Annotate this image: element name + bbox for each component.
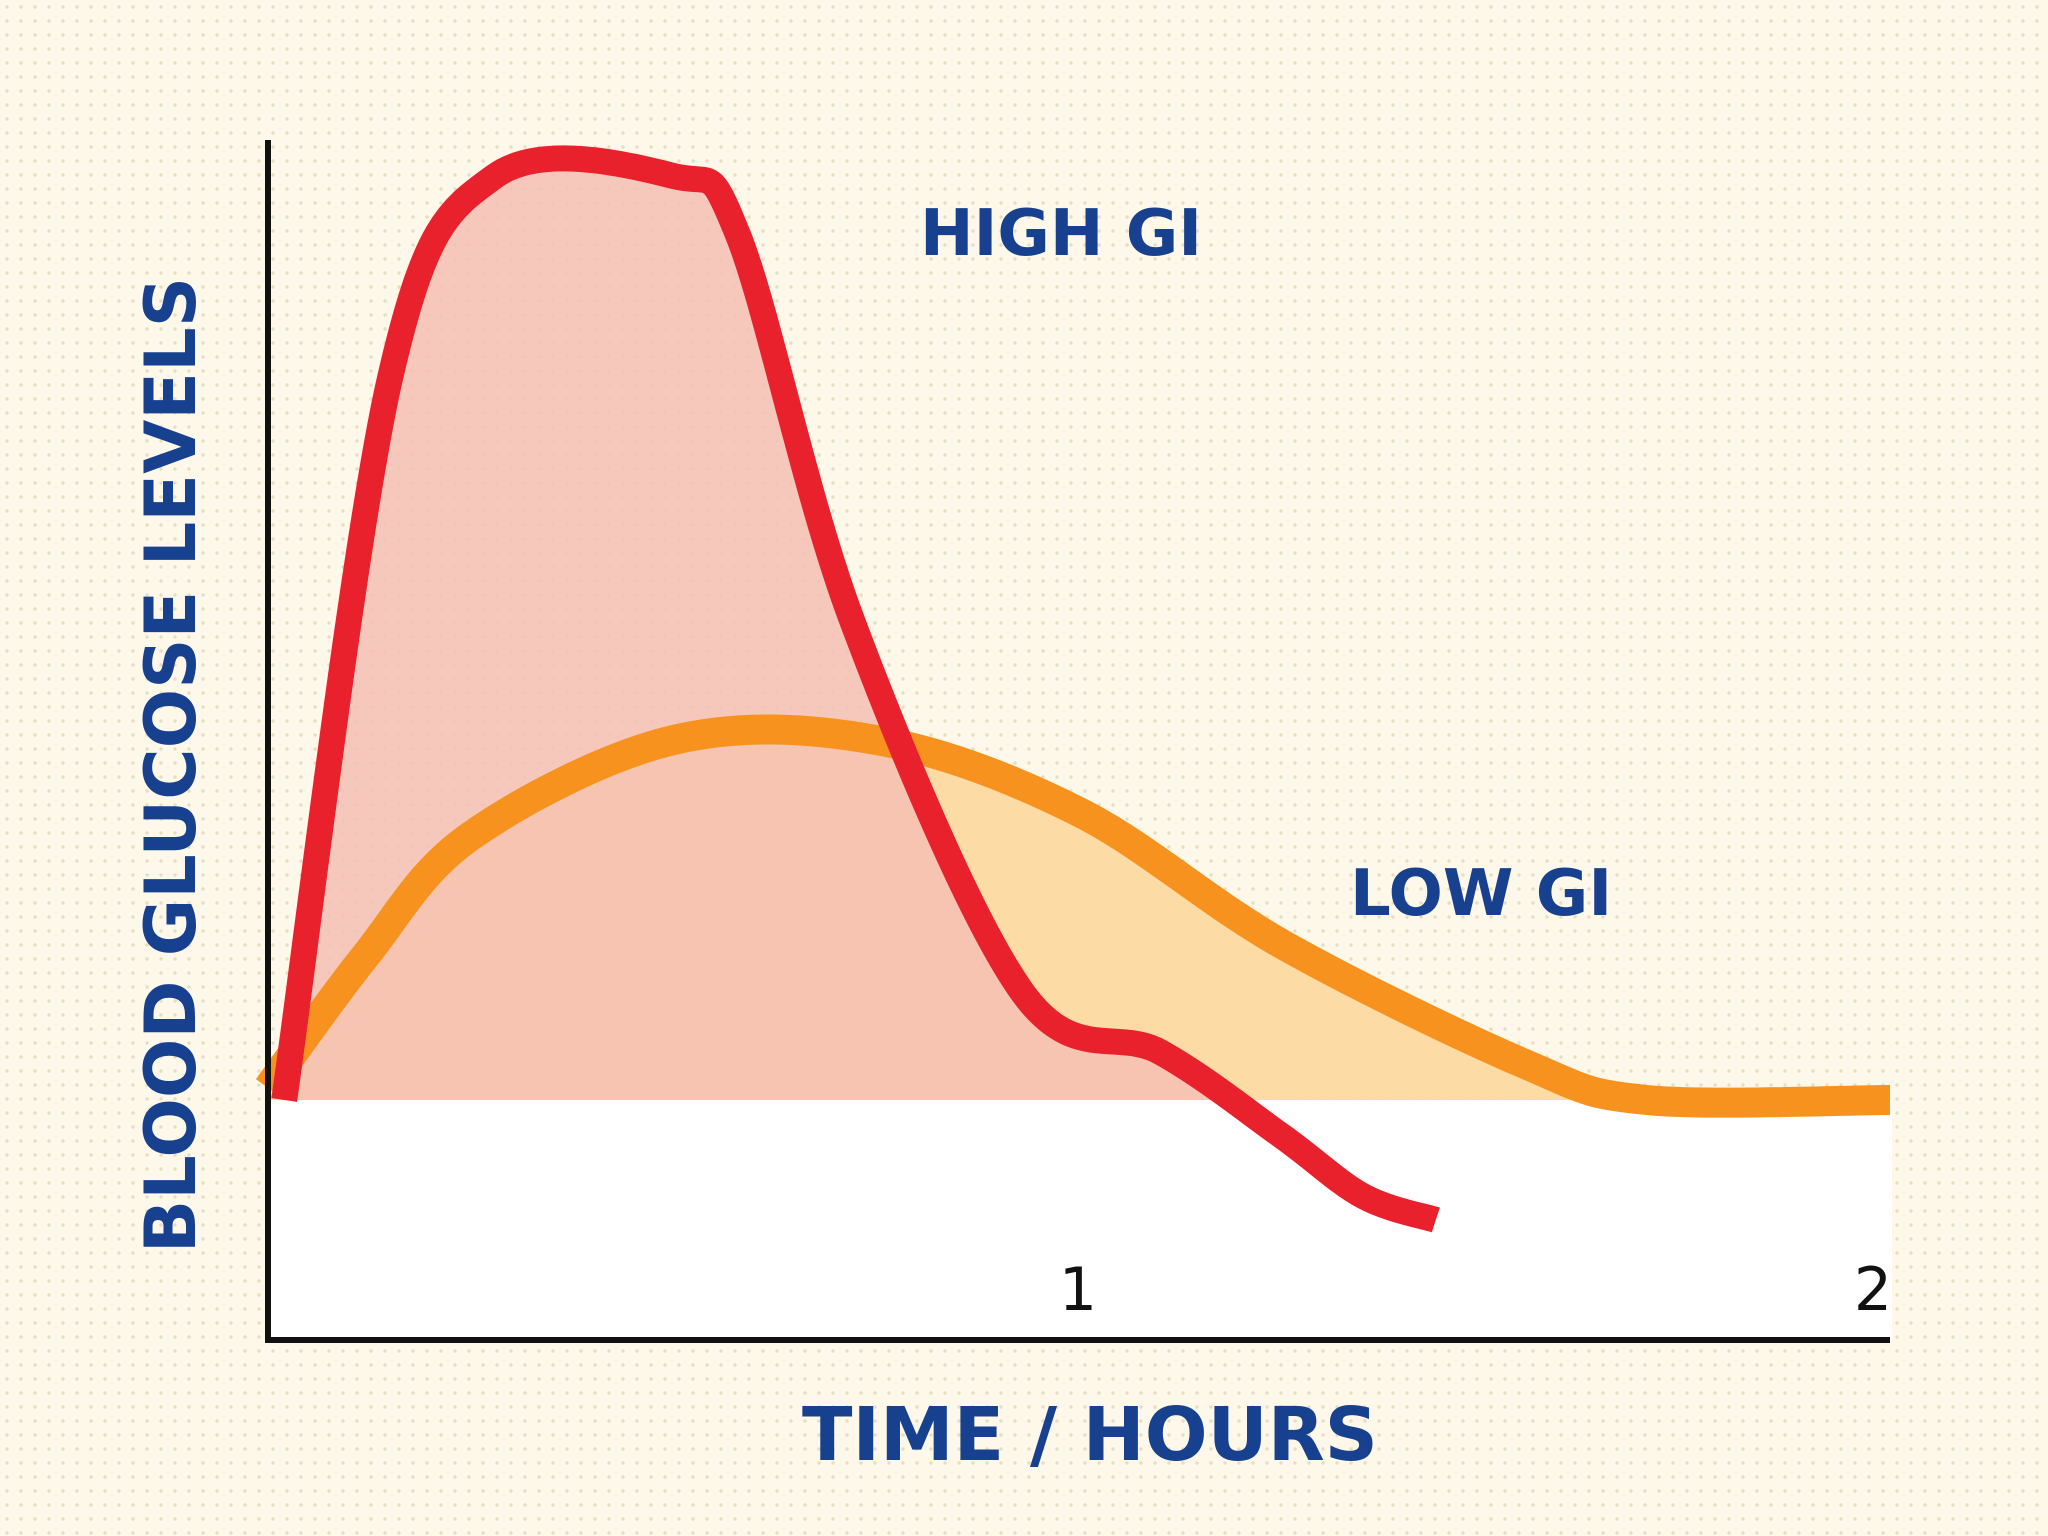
series-line-low-gi xyxy=(255,714,1891,1118)
curve-lines xyxy=(255,145,1891,1233)
legend-label-low-gi: LOW GI xyxy=(1350,857,1612,931)
x-axis-label: TIME / HOURS xyxy=(802,1392,1378,1478)
legend-label-high-gi: HIGH GI xyxy=(920,197,1202,271)
below-baseline-area xyxy=(270,1100,1892,1338)
y-axis-label: BLOOD GLUCOSE LEVELS xyxy=(130,277,212,1253)
series-line-high-gi xyxy=(271,145,1440,1233)
axes xyxy=(265,140,1890,1343)
area-fill-high-gi xyxy=(284,158,1436,1220)
x-tick-label-2: 2 xyxy=(1854,1255,1892,1325)
x-tick-label-1: 1 xyxy=(1059,1255,1097,1325)
curve-fills xyxy=(268,158,1892,1338)
